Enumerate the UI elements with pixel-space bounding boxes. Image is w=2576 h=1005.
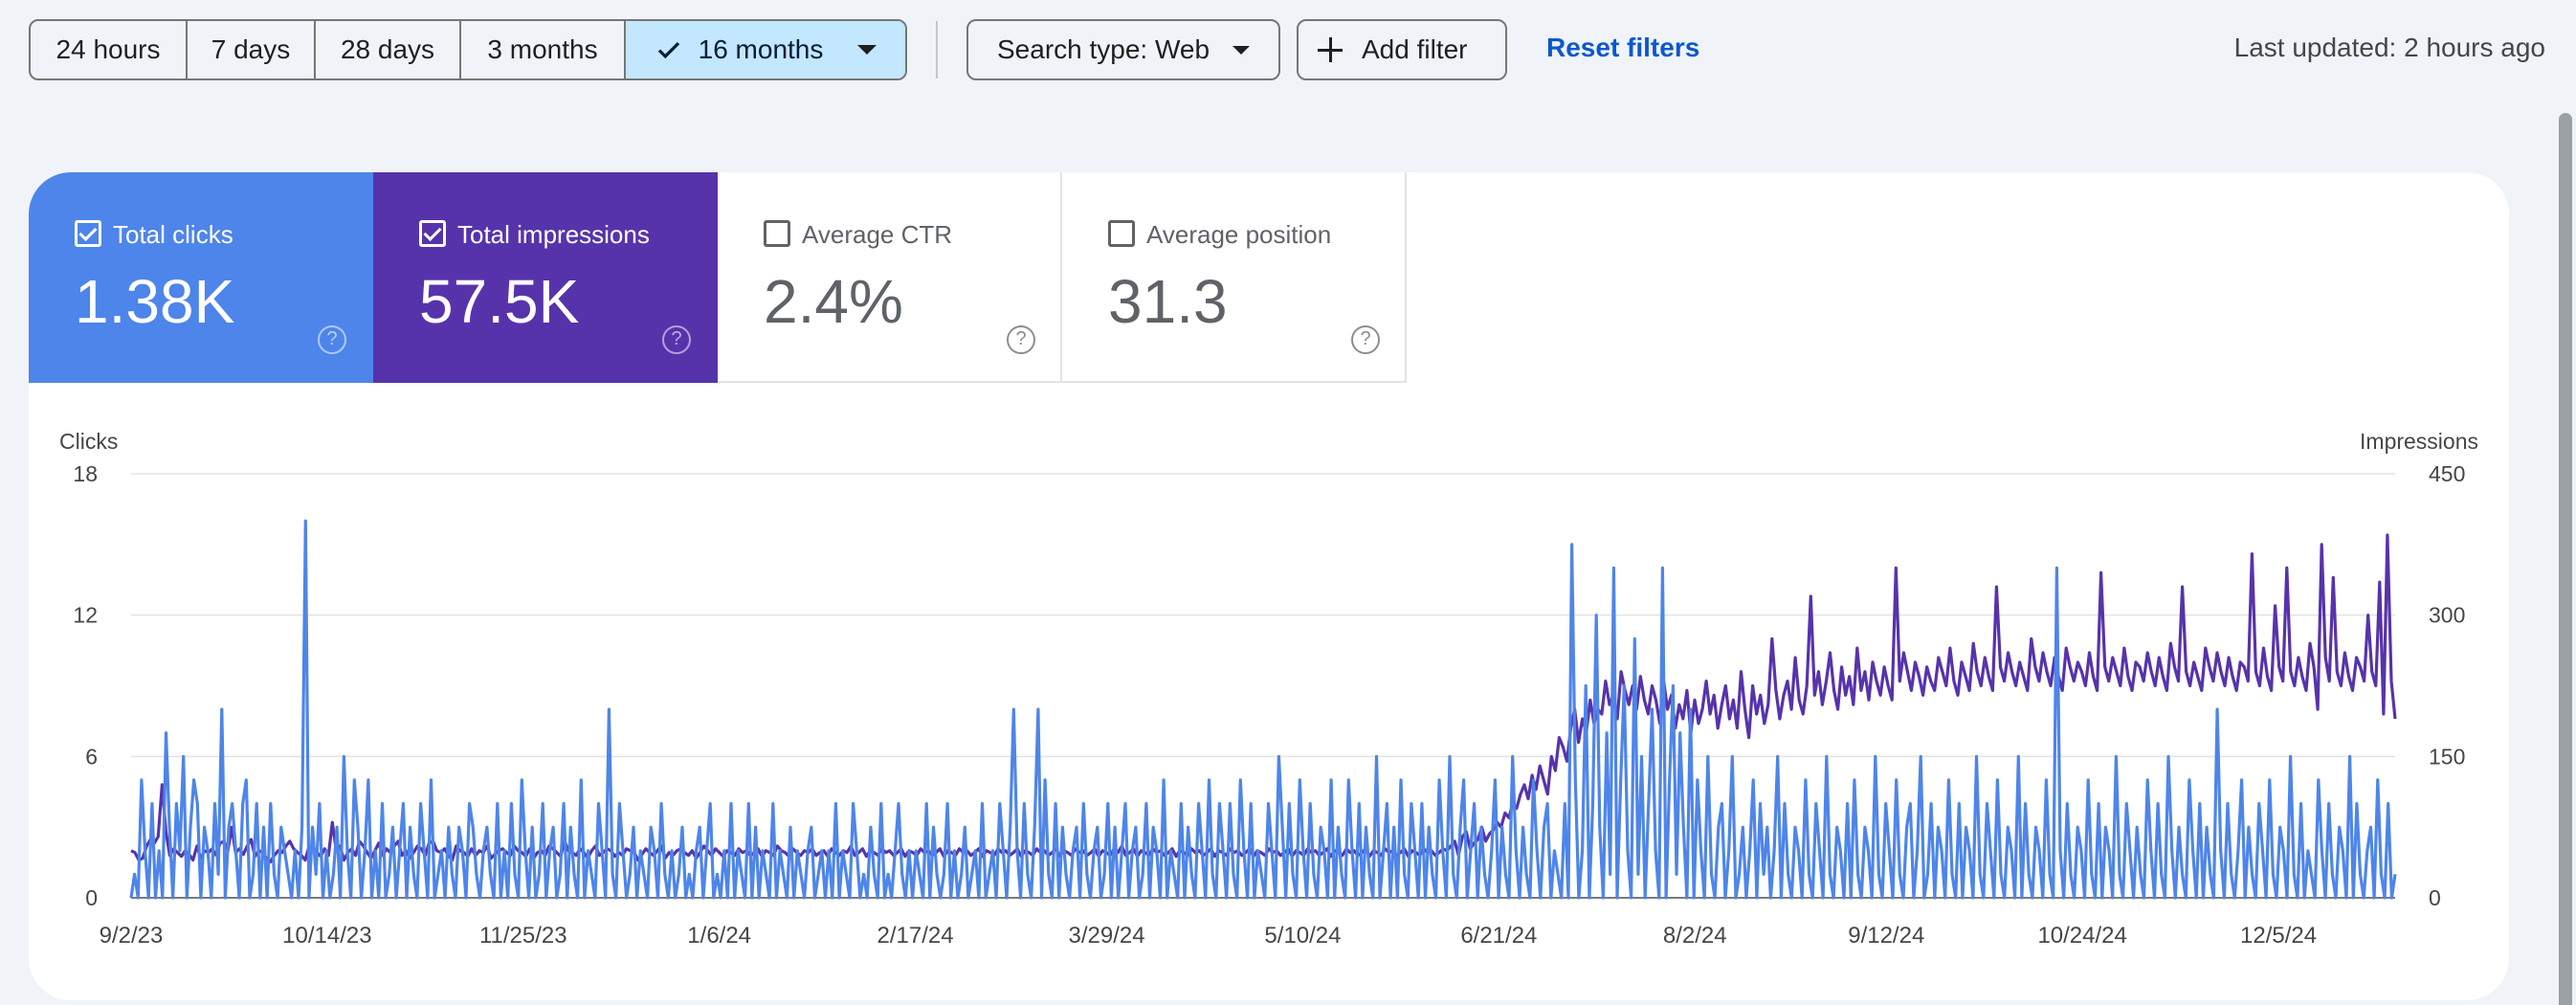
metric-tabs: Total clicks 1.38K ? Total impressions 5… bbox=[29, 172, 1407, 383]
range-28-days-button[interactable]: 28 days bbox=[316, 21, 461, 78]
y-axis-title-impressions: Impressions bbox=[2360, 429, 2478, 454]
average-ctr-label: Average CTR bbox=[802, 220, 953, 249]
help-icon[interactable]: ? bbox=[1007, 325, 1035, 354]
total-impressions-checkbox[interactable] bbox=[419, 220, 446, 247]
x-tick-label: 9/2/23 bbox=[100, 923, 164, 949]
last-updated-text: Last updated: 2 hours ago bbox=[2233, 33, 2545, 62]
x-tick-label: 12/5/24 bbox=[2240, 923, 2317, 949]
x-axis-ticks: 9/2/23 10/14/23 11/25/23 1/6/24 2/17/24 3/29/… bbox=[100, 923, 2317, 949]
search-type-caret-icon bbox=[1232, 45, 1251, 55]
metric-average-position[interactable]: Average position 31.3 ? bbox=[1062, 172, 1407, 383]
reset-filters-link[interactable]: Reset filters bbox=[1546, 33, 1700, 62]
range-3-months-button[interactable]: 3 months bbox=[461, 21, 626, 78]
toolbar-divider bbox=[936, 21, 938, 78]
y2-tick-label: 300 bbox=[2429, 603, 2465, 628]
search-type-label: Search type: Web bbox=[997, 34, 1210, 64]
search-type-dropdown[interactable]: Search type: Web bbox=[966, 19, 1280, 80]
metric-total-impressions[interactable]: Total impressions 57.5K ? bbox=[373, 172, 718, 383]
x-tick-label: 10/24/24 bbox=[2037, 923, 2126, 949]
total-impressions-label: Total impressions bbox=[457, 220, 650, 249]
x-tick-label: 11/25/23 bbox=[479, 923, 567, 949]
average-position-value: 31.3 bbox=[1108, 267, 1228, 336]
add-filter-button[interactable]: Add filter bbox=[1297, 19, 1507, 80]
average-ctr-value: 2.4% bbox=[764, 267, 903, 336]
range-16-months-button[interactable]: 16 months bbox=[626, 21, 905, 78]
range-7-days-button[interactable]: 7 days bbox=[188, 21, 316, 78]
y2-tick-label: 150 bbox=[2429, 744, 2465, 769]
y-tick-label: 0 bbox=[85, 885, 98, 910]
plus-icon bbox=[1318, 37, 1343, 62]
metric-total-clicks[interactable]: Total clicks 1.38K ? bbox=[29, 172, 373, 383]
x-tick-label: 1/6/24 bbox=[687, 923, 751, 949]
help-icon[interactable]: ? bbox=[1351, 325, 1380, 354]
right-axis-ticks: 0 150 300 450 bbox=[2429, 461, 2465, 910]
average-position-label: Average position bbox=[1146, 220, 1332, 249]
x-tick-label: 8/2/24 bbox=[1663, 923, 1727, 949]
range-24-hours-button[interactable]: 24 hours bbox=[31, 21, 188, 78]
page-scrollbar[interactable] bbox=[2559, 113, 2572, 1005]
clicks-series-line bbox=[129, 519, 2397, 900]
left-axis-ticks: 0 6 12 18 bbox=[73, 461, 98, 910]
metric-average-ctr[interactable]: Average CTR 2.4% ? bbox=[718, 172, 1062, 383]
performance-card: Total clicks 1.38K ? Total impressions 5… bbox=[29, 172, 2509, 1000]
x-tick-label: 9/12/24 bbox=[1848, 923, 1924, 949]
x-tick-label: 5/10/24 bbox=[1264, 923, 1341, 949]
x-tick-label: 3/29/24 bbox=[1069, 923, 1145, 949]
average-ctr-checkbox[interactable] bbox=[764, 220, 790, 247]
total-clicks-checkbox[interactable] bbox=[75, 220, 101, 247]
y2-tick-label: 0 bbox=[2429, 885, 2441, 910]
check-icon bbox=[657, 41, 679, 59]
x-tick-label: 2/17/24 bbox=[877, 923, 954, 949]
y-tick-label: 12 bbox=[73, 603, 98, 628]
dropdown-caret-icon bbox=[857, 45, 877, 55]
y-tick-label: 6 bbox=[85, 744, 98, 769]
x-tick-label: 6/21/24 bbox=[1460, 923, 1537, 949]
total-clicks-value: 1.38K bbox=[75, 267, 235, 336]
performance-chart: Clicks Impressions 0 6 12 18 0 150 300 450 9/2… bbox=[59, 429, 2478, 949]
add-filter-label: Add filter bbox=[1362, 34, 1468, 64]
y-tick-label: 18 bbox=[73, 461, 98, 486]
help-icon[interactable]: ? bbox=[318, 325, 346, 354]
date-range-selector: 24 hours 7 days 28 days 3 months 16 mont… bbox=[29, 19, 907, 80]
total-impressions-value: 57.5K bbox=[419, 267, 580, 336]
range-16-months-label: 16 months bbox=[698, 34, 824, 64]
total-clicks-label: Total clicks bbox=[113, 220, 233, 249]
y2-tick-label: 450 bbox=[2429, 461, 2465, 486]
y-axis-title-clicks: Clicks bbox=[59, 429, 118, 454]
help-icon[interactable]: ? bbox=[662, 325, 691, 354]
filter-toolbar: 24 hours 7 days 28 days 3 months 16 mont… bbox=[29, 19, 2545, 80]
average-position-checkbox[interactable] bbox=[1108, 220, 1135, 247]
x-tick-label: 10/14/23 bbox=[282, 923, 371, 949]
